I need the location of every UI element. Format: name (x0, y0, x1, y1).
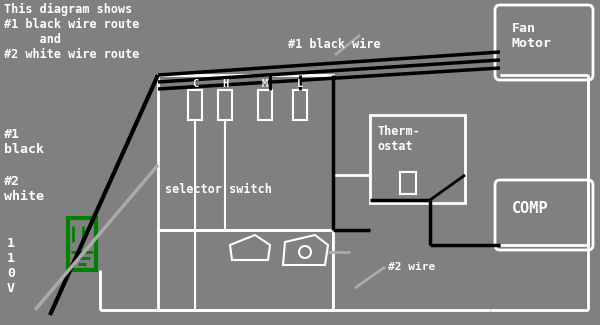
Text: #2 wire: #2 wire (388, 262, 435, 272)
Bar (370, 115, 465, 203)
Text: #1
black: #1 black (4, 128, 44, 156)
Text: #2
white: #2 white (4, 175, 44, 203)
Bar (400, 172, 416, 194)
Bar (218, 90, 232, 120)
Bar (158, 75, 333, 230)
Text: 1
1
0
V: 1 1 0 V (7, 237, 15, 295)
Text: C: C (192, 79, 198, 89)
Text: H: H (222, 79, 228, 89)
Text: This diagram shows
#1 black wire route
     and
#2 white wire route: This diagram shows #1 black wire route a… (4, 3, 139, 61)
Text: COMP: COMP (512, 201, 548, 216)
Bar (293, 90, 307, 120)
Bar (158, 230, 333, 310)
Text: L: L (297, 79, 303, 89)
Text: #1 black wire: #1 black wire (288, 38, 380, 51)
Bar (188, 90, 202, 120)
Text: selector switch: selector switch (165, 183, 272, 196)
Text: M: M (262, 79, 268, 89)
Bar (258, 90, 272, 120)
Text: Therm-
ostat: Therm- ostat (378, 125, 421, 153)
Text: Fan
Motor: Fan Motor (512, 22, 552, 50)
Bar (68, 218, 96, 270)
